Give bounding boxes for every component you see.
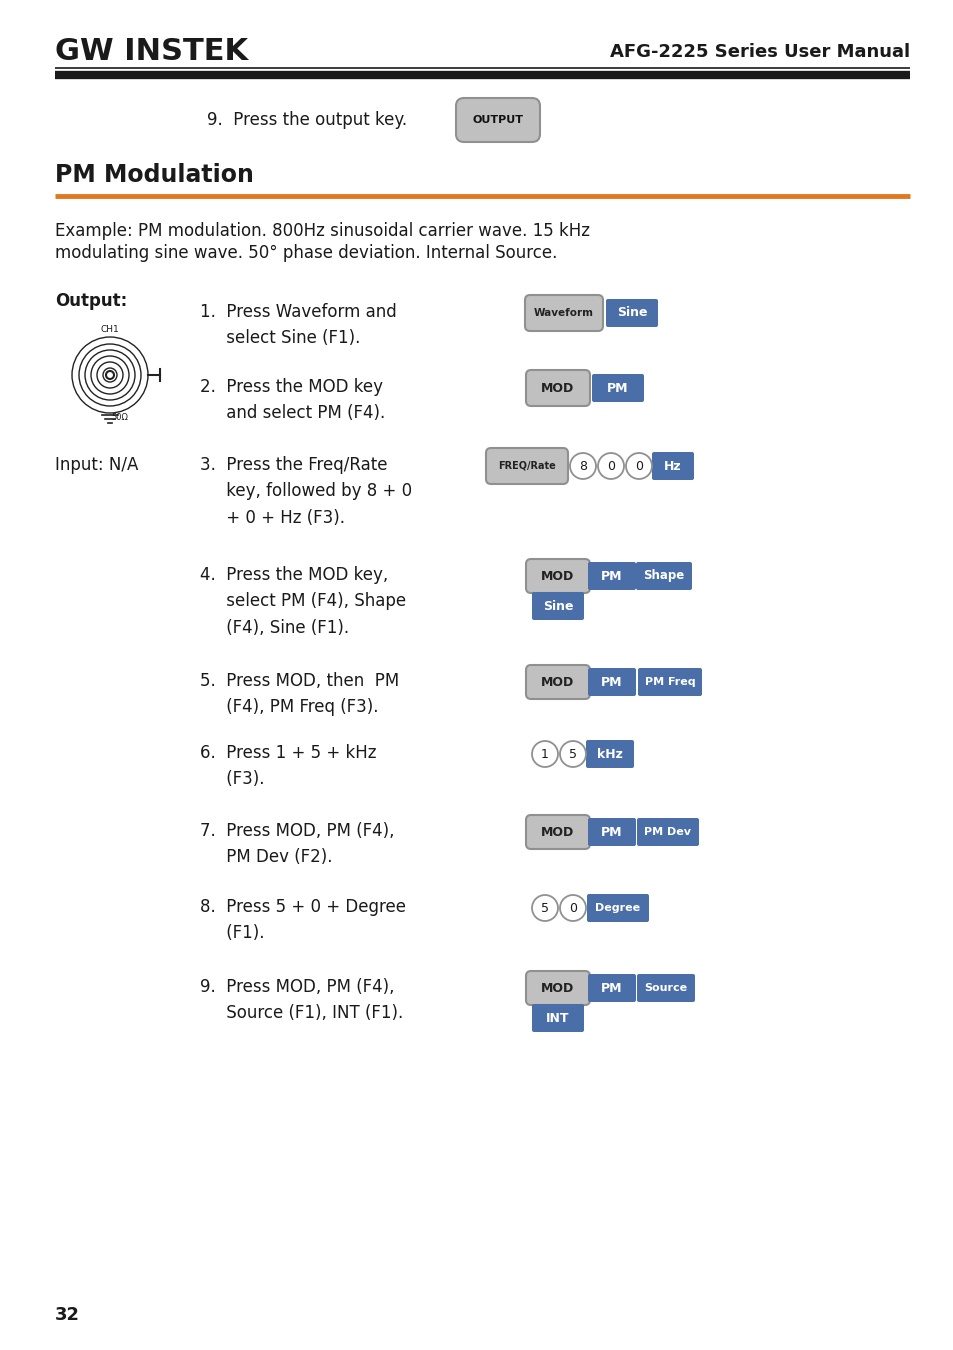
Text: 1.  Press Waveform and
     select Sine (F1).: 1. Press Waveform and select Sine (F1). bbox=[200, 302, 396, 347]
Text: 9.  Press the output key.: 9. Press the output key. bbox=[207, 111, 407, 130]
Text: MOD: MOD bbox=[540, 382, 574, 394]
Text: 9.  Press MOD, PM (F4),
     Source (F1), INT (F1).: 9. Press MOD, PM (F4), Source (F1), INT … bbox=[200, 977, 403, 1022]
Text: Sine: Sine bbox=[616, 306, 646, 320]
FancyBboxPatch shape bbox=[636, 562, 691, 590]
FancyBboxPatch shape bbox=[637, 818, 699, 846]
Text: PM: PM bbox=[600, 825, 622, 838]
FancyBboxPatch shape bbox=[524, 296, 602, 331]
FancyBboxPatch shape bbox=[605, 298, 658, 327]
Text: 0: 0 bbox=[568, 902, 577, 914]
FancyBboxPatch shape bbox=[638, 668, 701, 697]
Text: 7.  Press MOD, PM (F4),
     PM Dev (F2).: 7. Press MOD, PM (F4), PM Dev (F2). bbox=[200, 822, 395, 867]
FancyBboxPatch shape bbox=[525, 559, 589, 593]
Text: 8: 8 bbox=[578, 459, 586, 472]
Text: modulating sine wave. 50° phase deviation. Internal Source.: modulating sine wave. 50° phase deviatio… bbox=[55, 244, 557, 262]
Text: PM Freq: PM Freq bbox=[644, 676, 695, 687]
FancyBboxPatch shape bbox=[637, 973, 695, 1002]
FancyBboxPatch shape bbox=[585, 740, 634, 768]
Text: MOD: MOD bbox=[540, 570, 574, 582]
Text: MOD: MOD bbox=[540, 825, 574, 838]
Text: 5: 5 bbox=[568, 748, 577, 760]
Text: 3.  Press the Freq/Rate
     key, followed by 8 + 0
     + 0 + Hz (F3).: 3. Press the Freq/Rate key, followed by … bbox=[200, 456, 412, 526]
FancyBboxPatch shape bbox=[592, 374, 643, 402]
Text: 1: 1 bbox=[540, 748, 548, 760]
FancyBboxPatch shape bbox=[587, 562, 636, 590]
Text: 5.  Press MOD, then  PM
     (F4), PM Freq (F3).: 5. Press MOD, then PM (F4), PM Freq (F3)… bbox=[200, 672, 399, 717]
Text: OUTPUT: OUTPUT bbox=[472, 115, 523, 126]
Text: PM Dev: PM Dev bbox=[644, 828, 691, 837]
Text: 0: 0 bbox=[635, 459, 642, 472]
FancyBboxPatch shape bbox=[587, 973, 636, 1002]
Text: PM Modulation: PM Modulation bbox=[55, 163, 253, 188]
Text: 32: 32 bbox=[55, 1305, 80, 1324]
FancyBboxPatch shape bbox=[525, 370, 589, 406]
Text: 4.  Press the MOD key,
     select PM (F4), Shape
     (F4), Sine (F1).: 4. Press the MOD key, select PM (F4), Sh… bbox=[200, 566, 406, 637]
FancyBboxPatch shape bbox=[485, 448, 567, 485]
FancyBboxPatch shape bbox=[532, 1004, 583, 1031]
FancyBboxPatch shape bbox=[456, 99, 539, 142]
Text: Hz: Hz bbox=[663, 459, 681, 472]
FancyBboxPatch shape bbox=[586, 894, 648, 922]
Text: 0: 0 bbox=[606, 459, 615, 472]
Text: Example: PM modulation. 800Hz sinusoidal carrier wave. 15 kHz: Example: PM modulation. 800Hz sinusoidal… bbox=[55, 221, 589, 240]
Text: PM: PM bbox=[600, 570, 622, 582]
Text: kHz: kHz bbox=[597, 748, 622, 760]
Text: Sine: Sine bbox=[542, 599, 573, 613]
FancyBboxPatch shape bbox=[651, 452, 693, 481]
Text: Degree: Degree bbox=[595, 903, 639, 913]
Text: MOD: MOD bbox=[540, 675, 574, 688]
Text: CH1: CH1 bbox=[100, 325, 119, 335]
Text: Source: Source bbox=[644, 983, 687, 994]
FancyBboxPatch shape bbox=[525, 971, 589, 1004]
Text: MOD: MOD bbox=[540, 981, 574, 995]
Text: 5: 5 bbox=[540, 902, 548, 914]
FancyBboxPatch shape bbox=[587, 818, 636, 846]
Text: Shape: Shape bbox=[642, 570, 684, 582]
Text: INT: INT bbox=[546, 1011, 569, 1025]
Text: PM: PM bbox=[607, 382, 628, 394]
FancyBboxPatch shape bbox=[525, 815, 589, 849]
FancyBboxPatch shape bbox=[532, 593, 583, 620]
Text: PM: PM bbox=[600, 675, 622, 688]
Text: Input: N/A: Input: N/A bbox=[55, 456, 138, 474]
Text: FREQ/Rate: FREQ/Rate bbox=[497, 460, 556, 471]
FancyBboxPatch shape bbox=[587, 668, 636, 697]
Text: AFG-2225 Series User Manual: AFG-2225 Series User Manual bbox=[609, 43, 909, 61]
FancyBboxPatch shape bbox=[525, 666, 589, 699]
Text: GW INSTEK: GW INSTEK bbox=[55, 38, 248, 66]
Text: 50Ω: 50Ω bbox=[112, 413, 129, 423]
Text: Waveform: Waveform bbox=[534, 308, 594, 319]
Text: 2.  Press the MOD key
     and select PM (F4).: 2. Press the MOD key and select PM (F4). bbox=[200, 378, 385, 423]
Text: 8.  Press 5 + 0 + Degree
     (F1).: 8. Press 5 + 0 + Degree (F1). bbox=[200, 898, 406, 942]
Text: 6.  Press 1 + 5 + kHz
     (F3).: 6. Press 1 + 5 + kHz (F3). bbox=[200, 744, 376, 788]
Text: Output:: Output: bbox=[55, 292, 127, 311]
Text: PM: PM bbox=[600, 981, 622, 995]
